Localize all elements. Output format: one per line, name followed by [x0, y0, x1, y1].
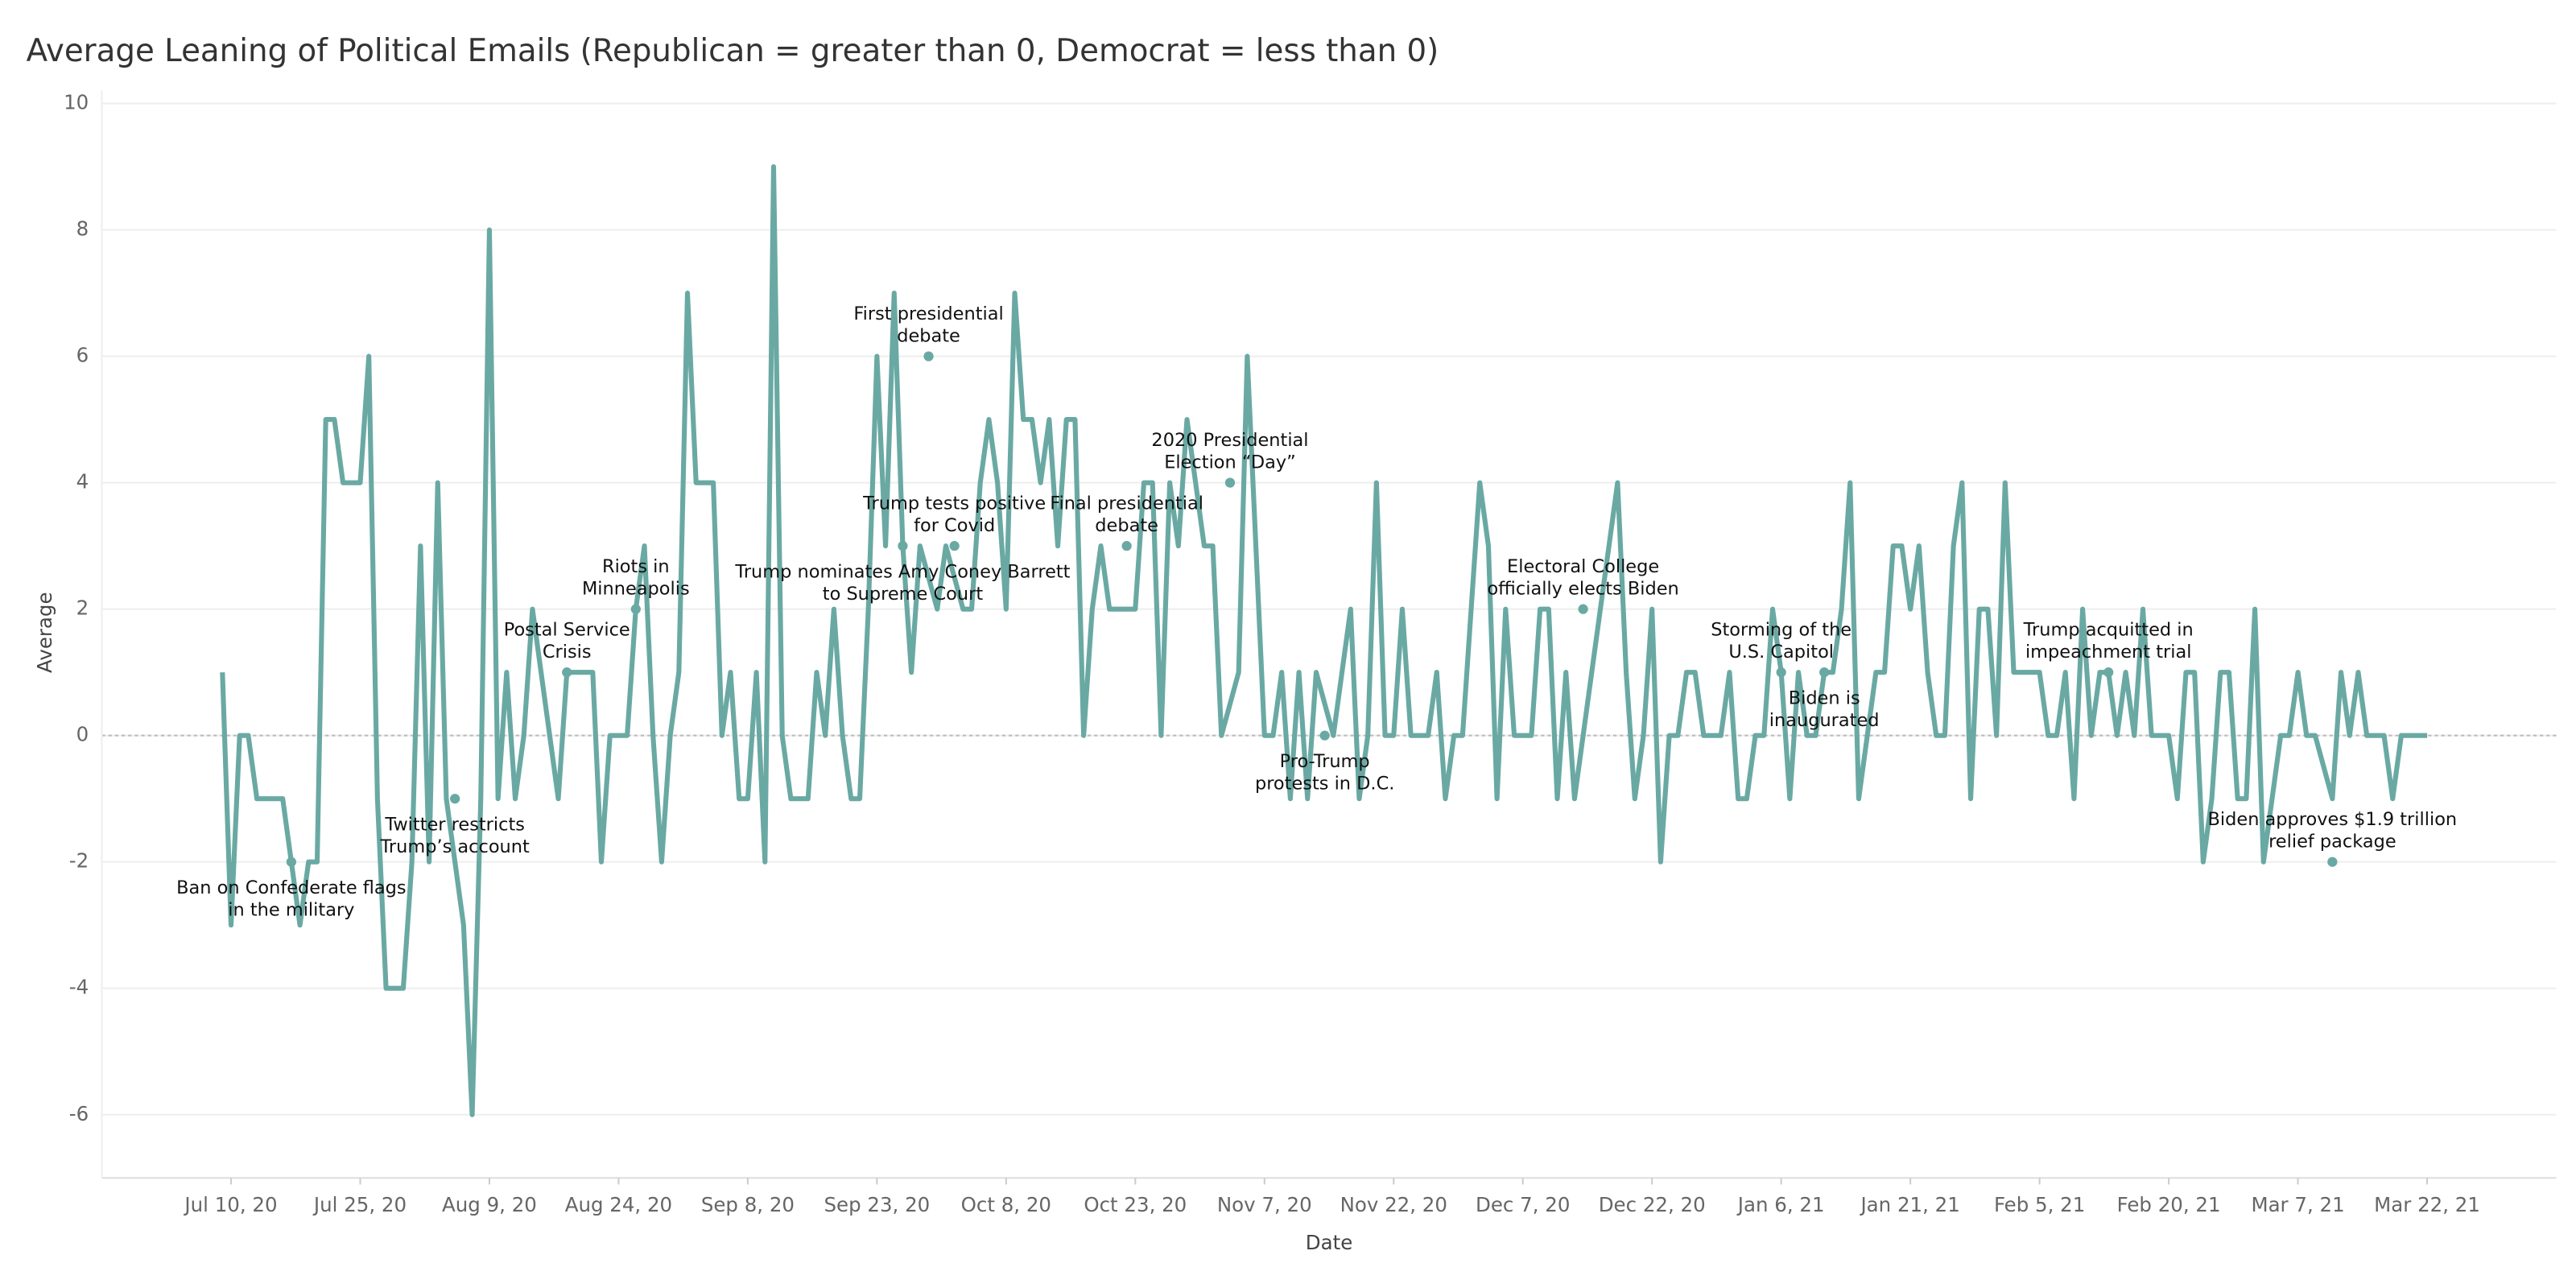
annotation-text: to Supreme Court [823, 584, 984, 605]
annotation-text: Minneapolis [582, 579, 690, 600]
annotation-dot [2327, 857, 2338, 867]
annotation-text: for Covid [914, 515, 995, 536]
x-tick-label: Aug 24, 20 [565, 1193, 672, 1216]
x-axis-label: Date [1306, 1231, 1352, 1254]
annotation-text: Biden is [1789, 687, 1860, 708]
x-tick-label: Dec 22, 20 [1599, 1193, 1706, 1216]
annotation-text: Election “Day” [1164, 452, 1296, 473]
annotation-dot [630, 604, 641, 614]
annotation-dot [949, 541, 960, 551]
x-tick-label: Jul 25, 20 [312, 1193, 407, 1216]
annotation-text: in the military [228, 899, 354, 920]
y-tick-label: 6 [76, 344, 89, 367]
annotation-dot [562, 667, 572, 678]
annotation-text: Biden approves $1.9 trillion [2208, 809, 2458, 830]
y-tick-label: -4 [69, 976, 89, 999]
annotation-dot [1819, 667, 1830, 678]
annotation-text: impeachment trial [2025, 642, 2192, 663]
annotation-dot [1578, 604, 1588, 614]
annotation-text: relief package [2268, 832, 2396, 852]
annotation-dot [1319, 730, 1330, 741]
annotation-dot [1224, 477, 1236, 488]
data-line [220, 164, 2428, 1117]
annotation-text: U.S. Capitol [1728, 642, 1834, 663]
y-tick-label: 4 [76, 470, 89, 493]
y-tick-label: 2 [76, 597, 89, 620]
annotation-text: Trump nominates Amy Coney Barrett [734, 561, 1070, 582]
x-tick-label: Mar 7, 21 [2251, 1193, 2344, 1216]
annotation-dot [2103, 667, 2114, 678]
x-tick-label: Feb 20, 21 [2117, 1193, 2221, 1216]
x-tick-label: Sep 8, 20 [701, 1193, 795, 1216]
y-tick-label: 8 [76, 217, 89, 241]
annotation-text: Ban on Confederate flags [176, 877, 406, 898]
annotation-dot [1121, 541, 1132, 551]
annotation-text: Trump tests positive [862, 493, 1046, 514]
annotation-text: inaugurated [1769, 710, 1880, 731]
chart-title: Average Leaning of Political Emails (Rep… [27, 33, 1439, 69]
annotation-text: protests in D.C. [1255, 773, 1394, 794]
annotation-dot [923, 351, 934, 361]
annotation-text: Postal Service [504, 620, 630, 641]
x-tick-label: Sep 23, 20 [824, 1193, 930, 1216]
annotation-text: Twitter restricts [384, 814, 525, 835]
annotation-text: First presidential [853, 303, 1003, 324]
annotation-text: Electoral College [1507, 556, 1659, 577]
annotation-text: Pro-Trump [1280, 751, 1370, 772]
x-tick-label: Dec 7, 20 [1476, 1193, 1570, 1216]
annotation-text: Trump’s account [380, 836, 530, 857]
x-tick-label: Jul 10, 20 [183, 1193, 277, 1216]
y-tick-label: -2 [69, 849, 89, 873]
annotation-dot [1776, 667, 1786, 678]
annotation-text: 2020 Presidential [1151, 430, 1308, 451]
annotation-text: Final presidential [1050, 493, 1203, 514]
x-tick-label: Aug 9, 20 [442, 1193, 537, 1216]
annotation-text: Trump acquitted in [2023, 620, 2194, 641]
x-tick-label: Jan 21, 21 [1859, 1193, 1959, 1216]
x-tick-label: Feb 5, 21 [1994, 1193, 2085, 1216]
annotation-text: Crisis [543, 642, 592, 663]
x-tick-label: Nov 22, 20 [1340, 1193, 1447, 1216]
annotation-text: Storming of the [1711, 620, 1852, 641]
annotation-dot [898, 541, 908, 551]
annotation-text: debate [897, 326, 960, 347]
y-tick-label: -6 [69, 1102, 89, 1125]
annotation-dot [450, 794, 460, 804]
x-tick-label: Oct 23, 20 [1084, 1193, 1187, 1216]
x-tick-label: Jan 6, 21 [1736, 1193, 1825, 1216]
x-tick-label: Oct 8, 20 [961, 1193, 1051, 1216]
annotation-text: debate [1095, 515, 1158, 536]
y-axis-label: Average [33, 592, 56, 672]
annotation-text: Riots in [602, 556, 670, 577]
x-tick-label: Nov 7, 20 [1217, 1193, 1312, 1216]
y-tick-label: 0 [76, 723, 89, 746]
annotation-dot [286, 857, 297, 867]
annotation-text: officially elects Biden [1487, 579, 1678, 600]
y-tick-label: 10 [64, 91, 89, 114]
x-tick-label: Mar 22, 21 [2374, 1193, 2480, 1216]
